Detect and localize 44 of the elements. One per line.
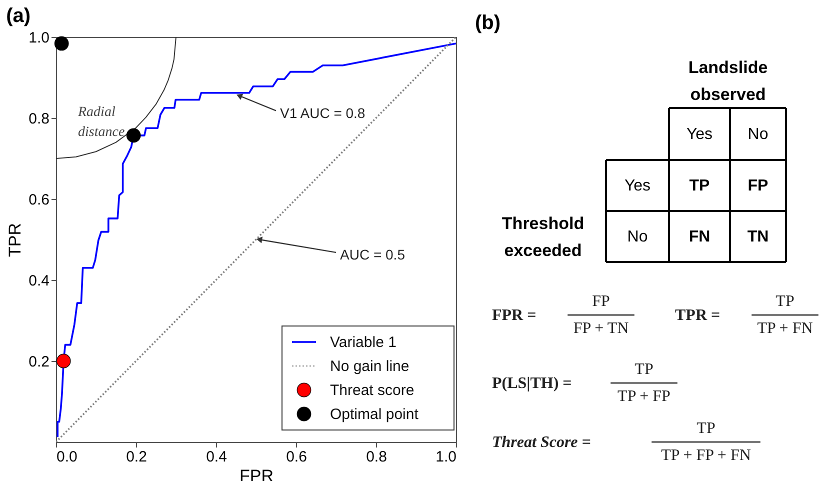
text: Yes	[686, 126, 713, 143]
text: Threat Score =	[492, 434, 591, 451]
legend-label: Optimal point	[330, 406, 420, 423]
y-tick-label: 1.0	[28, 30, 50, 46]
text: TP + FN	[757, 320, 814, 337]
text: TPR =	[675, 307, 720, 324]
text: TP + FP	[618, 388, 671, 405]
text: FN	[688, 228, 710, 246]
annotation: Radial distance	[77, 105, 125, 140]
x-tick-label: 1.0	[436, 448, 456, 466]
chart-title: (a)	[6, 5, 31, 27]
x-tick-label: 0.2	[126, 448, 147, 466]
text: (b)	[475, 12, 501, 34]
text: FP	[592, 293, 610, 310]
text: P(LS|TH) =	[492, 375, 572, 392]
y-tick-label: 0.8	[28, 110, 50, 128]
text: FPR =	[492, 307, 536, 324]
y-tick-label: 0.4	[28, 272, 50, 290]
text: TP	[696, 420, 716, 437]
text: TP	[776, 293, 794, 310]
y-tick-label: 0.6	[28, 192, 50, 208]
text: TN	[747, 228, 769, 246]
legend-label: No gain line	[330, 358, 410, 375]
text: No	[748, 126, 768, 143]
text: Yes	[624, 178, 651, 194]
annotation: AUC = 0.5	[340, 246, 406, 263]
y-tick-label: 0.2	[28, 354, 50, 370]
annotation: V1 AUC = 0.8	[280, 104, 366, 121]
line-series	[56, 37, 176, 159]
y-axis-title: TPR	[6, 223, 25, 257]
text: FP + TN	[573, 320, 630, 337]
x-tick-label: 0.8	[366, 448, 387, 466]
x-tick-label: 0.0	[56, 448, 78, 466]
text: Threshold exceeded	[502, 214, 584, 260]
text: FP	[748, 178, 769, 194]
text: TP + FP + FN	[661, 447, 752, 464]
legend-label: Variable 1	[330, 334, 396, 351]
text: TP	[689, 178, 710, 194]
x-tick-label: 0.4	[206, 448, 227, 466]
text: TP	[634, 361, 654, 378]
x-tick-label: 0.6	[286, 448, 307, 466]
text: No	[627, 228, 648, 246]
legend-label: Threat score	[330, 382, 414, 399]
text: Landslide observed	[688, 58, 768, 104]
